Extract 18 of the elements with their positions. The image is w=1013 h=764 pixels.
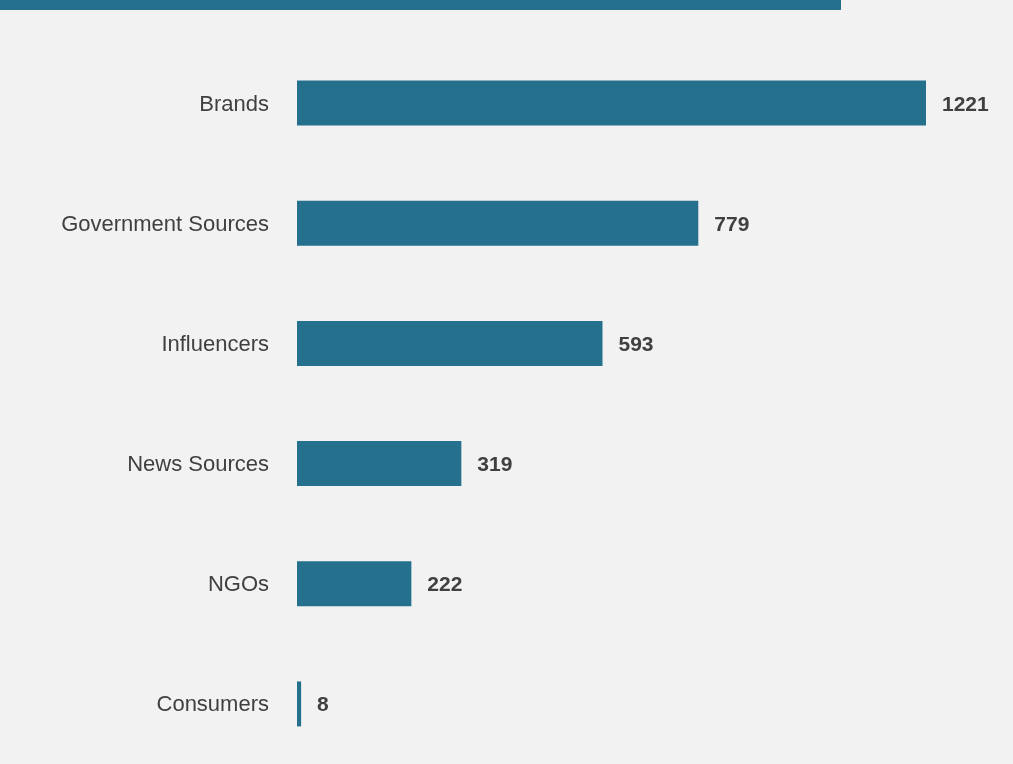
data-label: 8	[317, 692, 330, 716]
bar	[297, 441, 462, 487]
y-tick-label: News Sources	[127, 451, 269, 477]
data-label: 319	[477, 452, 513, 476]
data-label: 1221	[942, 91, 990, 115]
data-label: 222	[427, 572, 463, 596]
y-tick-label: Consumers	[156, 691, 269, 717]
y-tick-label: Brands	[199, 90, 269, 116]
data-label: 779	[714, 211, 750, 235]
bar	[297, 80, 926, 126]
y-tick-label: Influencers	[161, 330, 269, 356]
bar	[297, 681, 302, 727]
bar	[297, 561, 412, 607]
y-tick-label: NGOs	[207, 571, 269, 597]
y-tick-label: Government Sources	[61, 210, 269, 236]
data-label: 593	[618, 331, 654, 355]
bar	[297, 200, 699, 246]
bar	[297, 320, 603, 366]
